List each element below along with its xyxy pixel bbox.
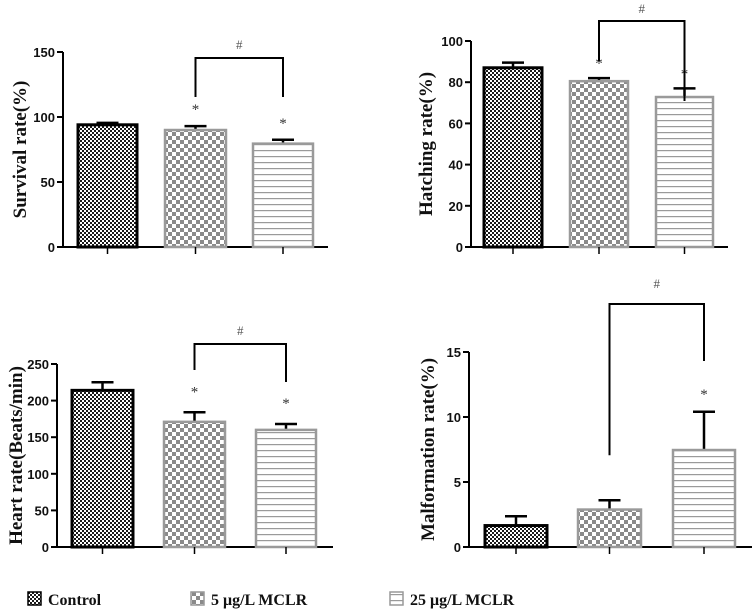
y-tick-label: 0 <box>456 240 463 255</box>
y-tick-label: 5 <box>454 475 461 490</box>
y-axis-label: Hatching rate(%) <box>416 72 437 216</box>
bar-control <box>482 66 544 249</box>
bar-5-mclr <box>162 420 227 549</box>
significance-hash: # <box>237 323 244 338</box>
legend-item-control: Control <box>27 591 102 609</box>
y-tick-label: 150 <box>27 430 49 445</box>
y-axis-label: Malformation rate(%) <box>418 358 439 541</box>
significance-star-5-mclr: * <box>595 56 603 72</box>
legend-swatch-5-mclr <box>190 591 205 606</box>
y-tick-label: 0 <box>48 240 55 255</box>
y-axis-label: Heart rate(Beats/min) <box>6 366 27 545</box>
significance-hash: # <box>639 1 646 16</box>
y-tick-label: 50 <box>41 175 55 190</box>
bar-25-mclr <box>251 142 315 249</box>
bar-control <box>483 524 549 549</box>
bar-25-mclr <box>254 428 318 549</box>
legend-label-25-mclr: 25 μg/L MCLR <box>410 592 515 609</box>
legend-label-5-mclr: 5 μg/L MCLR <box>211 592 308 609</box>
bar-control <box>70 388 135 549</box>
y-tick-label: 100 <box>441 34 463 49</box>
y-tick-label: 200 <box>27 394 49 409</box>
significance-hash: # <box>236 37 243 52</box>
y-tick-label: 20 <box>449 199 463 214</box>
bar-control <box>76 123 139 249</box>
legend-item-5-mclr: 5 μg/L MCLR <box>190 591 308 609</box>
chart-panel-1: 0 50 100 150 Survival rate(%) * * # <box>10 37 328 255</box>
significance-bracket <box>598 20 686 101</box>
y-axis-label: Survival rate(%) <box>10 81 31 219</box>
y-tick-label: 100 <box>27 467 49 482</box>
y-tick-label: 15 <box>447 345 461 360</box>
significance-star-25-mclr: * <box>279 116 287 132</box>
legend-item-25-mclr: 25 μg/L MCLR <box>389 591 515 609</box>
significance-bracket <box>608 303 705 456</box>
bar-5-mclr <box>568 79 630 249</box>
y-tick-label: 50 <box>35 503 49 518</box>
y-tick-label: 40 <box>449 158 463 173</box>
significance-star-25-mclr: * <box>700 387 708 403</box>
y-tick-label: 150 <box>33 45 55 60</box>
significance-star-25-mclr: * <box>282 396 290 412</box>
legend-swatch-25-mclr <box>389 591 404 606</box>
y-tick-label: 60 <box>449 116 463 131</box>
legend-label-control: Control <box>48 592 102 609</box>
bar-5-mclr <box>576 508 643 549</box>
y-tick-label: 250 <box>27 357 49 372</box>
y-tick-label: 100 <box>33 110 55 125</box>
y-tick-label: 80 <box>449 75 463 90</box>
bar-25-mclr <box>671 448 737 549</box>
significance-hash: # <box>654 276 661 291</box>
legend-swatch-control <box>27 591 42 606</box>
y-tick-label: 0 <box>454 540 461 555</box>
significance-star-5-mclr: * <box>192 102 200 118</box>
y-tick-label: 10 <box>447 410 461 425</box>
significance-bracket <box>193 343 287 382</box>
bar-25-mclr <box>654 95 715 249</box>
legend: Control 5 μg/L MCLR 25 μg/L MCLR <box>27 591 515 609</box>
significance-star-5-mclr: * <box>191 384 199 400</box>
chart-panel-4: 0 5 10 15 Malformation rate(%) * # <box>418 276 752 555</box>
significance-bracket <box>194 57 284 97</box>
y-tick-label: 0 <box>42 540 49 555</box>
bar-5-mclr <box>163 128 228 249</box>
